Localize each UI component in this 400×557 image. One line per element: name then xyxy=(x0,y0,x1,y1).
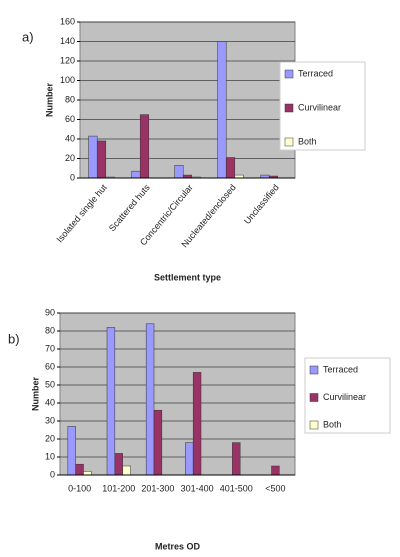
legend-swatch xyxy=(284,69,294,79)
bar xyxy=(174,165,184,179)
legend-swatch xyxy=(309,420,319,430)
x-tick-label: <500 xyxy=(265,483,285,493)
bar xyxy=(225,157,236,179)
y-tick-label: 60 xyxy=(45,361,55,371)
legend-label: Curvilinear xyxy=(298,102,341,112)
y-tick-label: 90 xyxy=(45,307,55,317)
legend-swatch xyxy=(309,393,319,402)
y-tick-label: 20 xyxy=(65,153,75,163)
x-tick-label: 301-400 xyxy=(181,483,214,493)
x-tick-label: 101-200 xyxy=(102,483,135,493)
legend-box xyxy=(279,61,366,151)
y-tick-label: 120 xyxy=(60,55,75,65)
bar xyxy=(114,453,123,476)
legend-swatch xyxy=(284,103,294,113)
legend-label: Both xyxy=(323,419,342,429)
bar xyxy=(145,323,155,476)
legend-swatch xyxy=(309,365,319,375)
bar xyxy=(139,114,150,179)
plot-area xyxy=(59,312,296,476)
bar xyxy=(96,140,107,179)
y-axis-title: Number xyxy=(30,377,40,412)
legend-label: Terraced xyxy=(323,364,358,374)
y-tick-label: 0 xyxy=(50,469,55,479)
x-tick-label: 201-300 xyxy=(141,483,174,493)
bar xyxy=(271,465,280,476)
y-tick-label: 50 xyxy=(45,379,55,389)
bar xyxy=(217,41,227,179)
y-tick-label: 80 xyxy=(45,325,55,335)
y-tick-label: 20 xyxy=(45,433,55,443)
bar xyxy=(75,463,84,476)
x-tick-label: 401-500 xyxy=(220,483,253,493)
x-tick-label: Unclassified xyxy=(242,182,281,226)
bar xyxy=(153,409,163,476)
legend-box xyxy=(304,357,391,434)
y-tick-label: 60 xyxy=(65,114,75,124)
x-axis-title: Settlement type xyxy=(154,272,221,282)
y-tick-label: 0 xyxy=(70,172,75,182)
legend-label: Both xyxy=(298,136,317,146)
panel-label: b) xyxy=(8,331,20,346)
x-axis-title: Metres OD xyxy=(155,541,201,551)
x-tick-label: Scattered huts xyxy=(107,182,152,233)
bar xyxy=(192,372,202,476)
bar xyxy=(185,442,194,476)
y-tick-label: 100 xyxy=(60,75,75,85)
y-axis-title: Number xyxy=(44,83,54,118)
y-tick-label: 160 xyxy=(60,16,75,26)
y-tick-label: 10 xyxy=(45,451,55,461)
y-tick-label: 70 xyxy=(45,343,55,353)
x-tick-label: 0-100 xyxy=(68,483,91,493)
bar xyxy=(122,465,131,476)
bar xyxy=(131,170,141,179)
y-tick-label: 40 xyxy=(65,133,75,143)
legend-label: Curvilinear xyxy=(323,392,366,402)
panel-label: a) xyxy=(22,29,34,44)
y-tick-label: 40 xyxy=(45,397,55,407)
bar xyxy=(106,327,116,476)
x-tick-label: Isolated single hut xyxy=(55,182,110,244)
bar xyxy=(88,135,98,179)
y-tick-label: 30 xyxy=(45,415,55,425)
y-tick-label: 80 xyxy=(65,94,75,104)
bar xyxy=(67,426,76,476)
bar xyxy=(232,442,241,476)
bar xyxy=(83,471,92,476)
legend-swatch xyxy=(284,137,294,147)
legend-label: Terraced xyxy=(298,68,333,78)
y-tick-label: 140 xyxy=(60,36,75,46)
